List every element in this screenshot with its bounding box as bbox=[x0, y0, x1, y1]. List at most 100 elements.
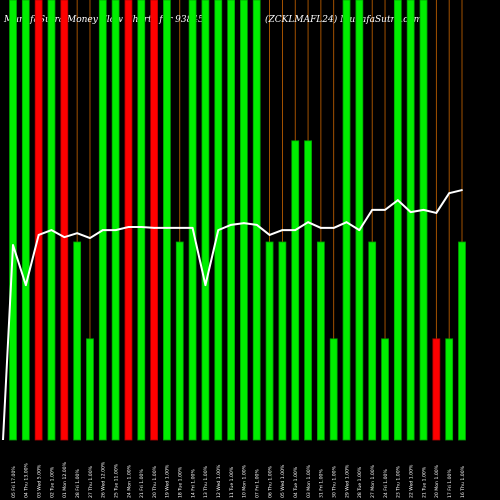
bar-layer bbox=[9, 0, 466, 441]
x-tick-label: 02 Tue 1.00% bbox=[49, 466, 55, 498]
line-point bbox=[153, 227, 156, 229]
x-tick-label: 05 Wed 1.00% bbox=[280, 464, 286, 498]
x-tick-label: 23 Thu 1.00% bbox=[396, 465, 402, 498]
line-point bbox=[332, 227, 335, 229]
bar-negative bbox=[34, 0, 43, 441]
x-tick-label: 04 Thu 13.00% bbox=[24, 462, 30, 498]
line-layer bbox=[2, 189, 463, 441]
bar-positive bbox=[47, 0, 56, 441]
bar-positive bbox=[188, 0, 197, 441]
x-tick-label: 18 Tue 1.00% bbox=[178, 466, 184, 498]
line-point bbox=[409, 211, 412, 213]
x-tick-label: 13 Thu 1.00% bbox=[203, 465, 209, 498]
x-tick-label: 14 Fri 1.00% bbox=[190, 469, 196, 498]
line-point bbox=[204, 284, 207, 287]
bar-positive bbox=[9, 0, 17, 441]
x-tick-label: 28 Fri 1.00% bbox=[75, 469, 81, 498]
line-point bbox=[243, 222, 245, 224]
x-tick-label: 21 Tue 1.00% bbox=[421, 466, 427, 498]
x-tick-label: 24 Fri 1.00% bbox=[383, 469, 389, 498]
bar-positive bbox=[381, 338, 389, 441]
bar-positive bbox=[368, 241, 377, 441]
x-tick-label: 20 Thu 1.00% bbox=[152, 465, 158, 498]
line-point bbox=[114, 229, 117, 232]
line-point bbox=[319, 227, 322, 229]
line-point bbox=[12, 244, 14, 246]
line-point bbox=[396, 199, 399, 202]
bar-positive bbox=[214, 0, 223, 441]
x-tick-labels: 05 Fri 17.00% 04 Thu 13.00% 03 Wed 5.00% 02… bbox=[11, 461, 466, 498]
line-point bbox=[127, 226, 130, 228]
bar-positive bbox=[175, 241, 184, 441]
line-point bbox=[384, 208, 386, 211]
x-tick-label: 29 Wed 1.00% bbox=[344, 464, 350, 498]
line-point bbox=[358, 229, 361, 232]
x-tick-label: 31 Fri 1.00% bbox=[319, 469, 325, 498]
bar-positive bbox=[393, 0, 402, 441]
bar-positive bbox=[86, 338, 94, 441]
bar-negative bbox=[124, 0, 133, 441]
line-point bbox=[294, 229, 297, 232]
line-point bbox=[37, 234, 40, 236]
x-tick-label: 03 Mon 1.00% bbox=[306, 464, 312, 498]
x-tick-label: 28 Tue 1.00% bbox=[357, 466, 363, 498]
line-point bbox=[307, 221, 309, 224]
x-tick-label: 11 Tue 1.00% bbox=[229, 466, 235, 498]
x-tick-label: 12 Wed 1.00% bbox=[216, 464, 222, 498]
bar-positive bbox=[291, 140, 300, 441]
bar-positive bbox=[445, 338, 454, 441]
bar-positive bbox=[304, 140, 312, 441]
bar-positive bbox=[265, 241, 274, 441]
bar-positive bbox=[240, 0, 248, 441]
bar-positive bbox=[316, 241, 325, 441]
x-tick-label: 17 Fri 1.00% bbox=[447, 469, 453, 498]
line-point bbox=[76, 232, 79, 235]
bar-positive bbox=[355, 0, 364, 441]
x-tick-label: 05 Fri 17.00% bbox=[11, 466, 17, 498]
line-point bbox=[371, 208, 374, 211]
x-tick-label: 27 Mon 1.00% bbox=[370, 464, 376, 498]
bar-positive bbox=[21, 0, 30, 441]
line-point bbox=[345, 221, 348, 224]
x-tick-label: 01 Mon 12.00% bbox=[62, 461, 68, 498]
x-tick-label: 06 Thu 1.00% bbox=[267, 465, 273, 498]
line-point bbox=[140, 226, 143, 228]
x-tick-label: 21 Fri 1.00% bbox=[139, 469, 145, 498]
line-point bbox=[178, 227, 181, 229]
bar-positive bbox=[342, 0, 351, 441]
line-point bbox=[217, 229, 220, 232]
bar-positive bbox=[73, 241, 82, 441]
bar-positive bbox=[163, 0, 171, 441]
x-tick-label: 27 Thu 1.00% bbox=[88, 465, 94, 498]
line-point bbox=[63, 236, 66, 239]
bar-positive bbox=[406, 0, 415, 441]
x-tick-label: 30 Thu 1.00% bbox=[332, 465, 338, 498]
line-point bbox=[422, 208, 425, 211]
line-point bbox=[89, 237, 91, 239]
bar-positive bbox=[111, 0, 120, 441]
bar-negative bbox=[60, 0, 69, 441]
line-point bbox=[230, 223, 232, 226]
bar-positive bbox=[329, 338, 338, 441]
line-point bbox=[166, 227, 168, 229]
x-tick-label: 04 Tue 1.00% bbox=[293, 466, 299, 498]
x-tick-label: 22 Wed 1.00% bbox=[408, 464, 414, 498]
line-point bbox=[255, 223, 258, 226]
x-tick-label: 26 Wed 12.00% bbox=[101, 461, 107, 498]
bar-positive bbox=[227, 0, 235, 441]
bar-negative bbox=[432, 338, 441, 441]
x-tick-label: 24 Mon 1.00% bbox=[126, 464, 132, 498]
bar-positive bbox=[137, 0, 146, 441]
line-point bbox=[101, 229, 104, 232]
line-point bbox=[448, 192, 451, 195]
line-point bbox=[435, 212, 438, 214]
line-point bbox=[24, 284, 27, 287]
x-tick-label: 16 Thu 1.00% bbox=[460, 465, 466, 498]
x-tick-label: 25 Tue 11.00% bbox=[113, 463, 119, 498]
bar-negative bbox=[150, 0, 159, 441]
line-point bbox=[191, 227, 194, 229]
x-tick-label: 07 Fri 1.00% bbox=[255, 469, 261, 498]
line-point bbox=[461, 189, 463, 191]
